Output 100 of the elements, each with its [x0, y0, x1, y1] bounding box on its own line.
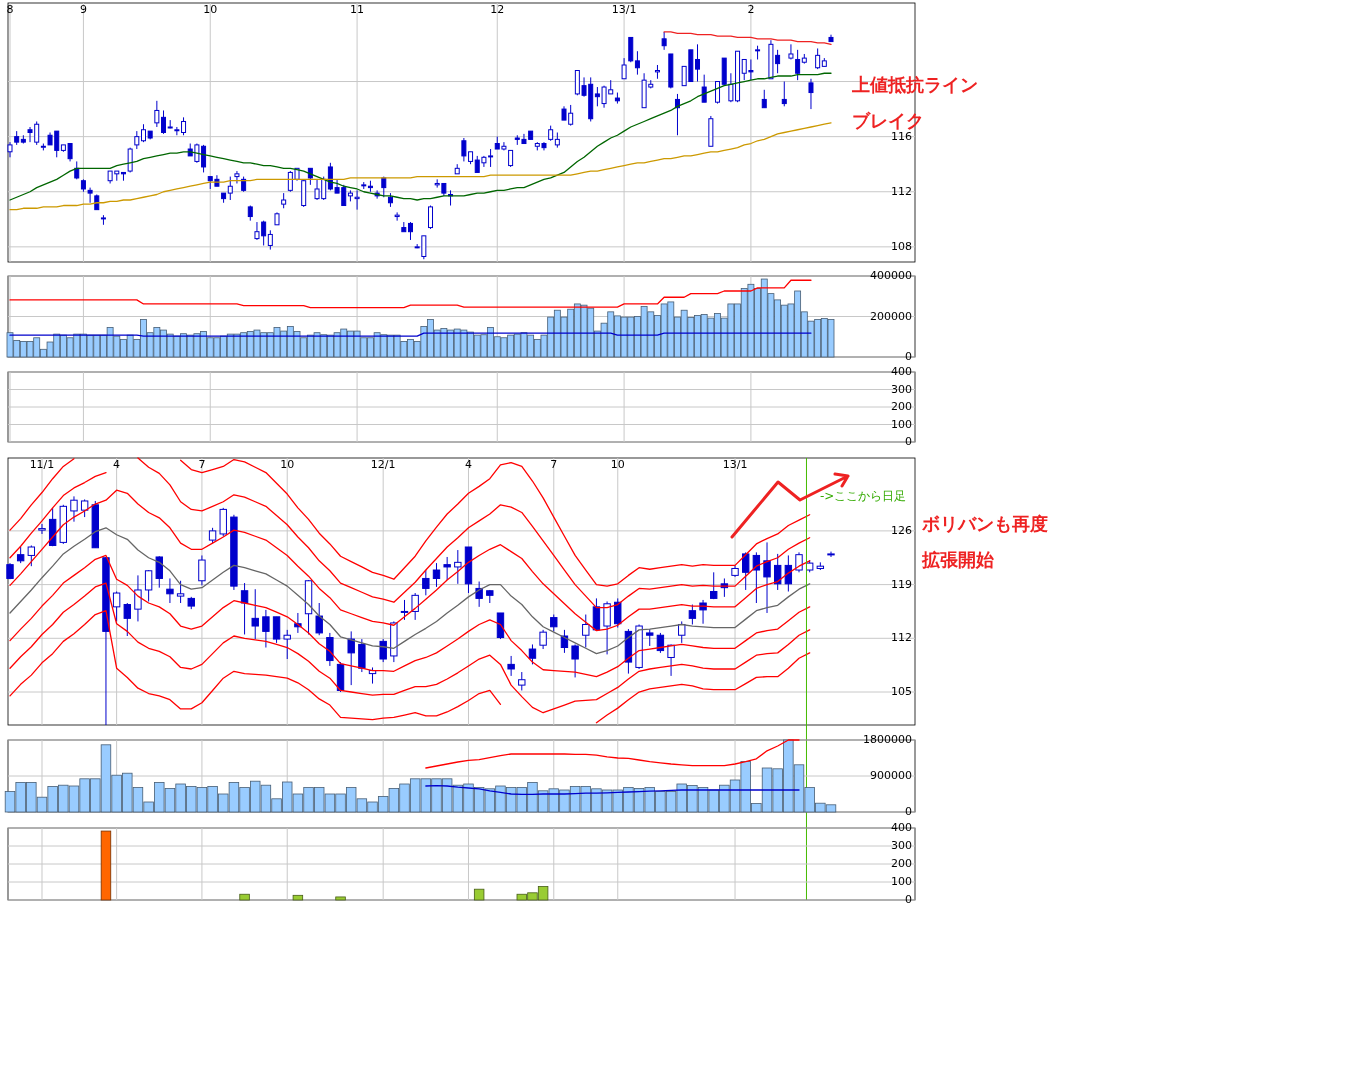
text: ボリバンも再度: [921, 513, 1048, 534]
candlestick: [227, 176, 233, 201]
x-tick-label: 13/1: [611, 3, 637, 16]
candlestick: [326, 632, 334, 667]
y-tick-label: 116: [891, 129, 912, 143]
candlestick: [571, 643, 579, 678]
y-tick-label: 119: [891, 577, 912, 591]
candlestick: [788, 43, 794, 60]
bar: [335, 896, 346, 901]
candlestick: [267, 229, 273, 251]
candlestick: [7, 141, 13, 158]
candlestick: [528, 643, 537, 665]
candlestick: [400, 599, 409, 621]
line-series: [425, 739, 800, 769]
y-tick-label: 100: [891, 875, 912, 888]
y-tick-label: 0: [905, 435, 912, 448]
y-tick-label: 0: [905, 350, 912, 363]
x-tick-label: 10: [203, 3, 218, 16]
candlestick: [710, 571, 718, 600]
candlestick: [379, 638, 387, 663]
x-tick-label: 4: [464, 458, 472, 471]
y-tick-label: 200000: [870, 309, 912, 323]
candlestick: [411, 592, 419, 621]
candlestick: [272, 616, 281, 644]
y-tick-label: 900000: [870, 769, 912, 782]
y-tick-label: 400: [891, 821, 912, 834]
bar: [473, 888, 485, 901]
candlestick: [394, 211, 400, 222]
candlestick: [715, 81, 721, 105]
line-series: [9, 554, 811, 678]
candlestick: [661, 31, 667, 51]
x-tick-label: 9: [79, 3, 87, 16]
bar: [292, 894, 304, 901]
y-tick-label: 100: [891, 417, 912, 431]
candlestick: [283, 629, 291, 660]
candlestick: [678, 620, 686, 644]
candlestick: [38, 523, 46, 535]
candlestick: [763, 541, 771, 614]
text: ブレイク: [852, 110, 924, 131]
bar: [100, 830, 112, 901]
x-tick-label: 4: [113, 458, 121, 471]
candlestick: [808, 78, 814, 110]
candlestick: [27, 544, 36, 567]
candlestick: [592, 597, 601, 632]
y-tick-label: 112: [891, 631, 912, 645]
candlestick: [123, 602, 131, 637]
candlestick: [742, 551, 750, 591]
candlestick: [518, 671, 526, 691]
candlestick: [234, 170, 240, 184]
line-series: [9, 582, 811, 714]
candlestick: [634, 50, 640, 76]
x-tick-label: 7: [550, 458, 558, 471]
candlestick: [603, 600, 611, 655]
candlestick: [315, 602, 323, 636]
x-tick-label: 10: [610, 458, 625, 471]
candlestick: [155, 555, 163, 589]
candlestick: [198, 554, 206, 586]
x-tick-label: 10: [280, 458, 295, 471]
candlestick: [781, 81, 787, 107]
candlestick: [87, 187, 93, 204]
candlestick: [667, 643, 675, 677]
annotation: ->ここから日足: [820, 488, 907, 503]
x-tick-label: 8: [6, 3, 14, 16]
y-tick-label: 300: [891, 382, 912, 396]
candlestick: [443, 556, 451, 581]
x-tick-label: 13/1: [722, 458, 748, 471]
candlestick: [354, 189, 360, 211]
candlestick: [695, 43, 701, 83]
y-tick-label: 108: [891, 239, 912, 253]
candlestick: [701, 74, 707, 103]
bar: [239, 893, 250, 901]
candlestick: [154, 100, 160, 128]
y-tick-label: 0: [905, 805, 912, 818]
candlestick: [454, 549, 462, 585]
candlestick: [161, 109, 167, 135]
candlestick: [166, 577, 174, 604]
candlestick: [628, 36, 634, 63]
candlestick: [262, 609, 270, 649]
candlestick: [358, 638, 366, 673]
candlestick: [134, 574, 142, 622]
candlestick: [176, 580, 185, 604]
candlestick: [144, 569, 153, 602]
x-tick-label: 12: [490, 3, 505, 16]
candlestick: [70, 495, 78, 523]
y-tick-label: 126: [891, 523, 912, 537]
candlestick: [251, 588, 259, 640]
line-series: [663, 31, 832, 45]
x-tick-label: 12/1: [370, 458, 396, 471]
candlestick: [539, 629, 547, 650]
candlestick: [432, 562, 441, 588]
candlestick: [507, 655, 515, 677]
x-tick-label: 11/1: [29, 458, 55, 471]
y-tick-label: 105: [891, 685, 912, 699]
y-tick-label: 0: [905, 893, 912, 906]
candlestick: [347, 630, 355, 686]
y-tick-label: 112: [891, 184, 912, 198]
text: 拡張開始: [921, 549, 995, 570]
candlestick: [773, 553, 782, 591]
line-series: [9, 527, 811, 655]
candlestick: [422, 569, 430, 596]
